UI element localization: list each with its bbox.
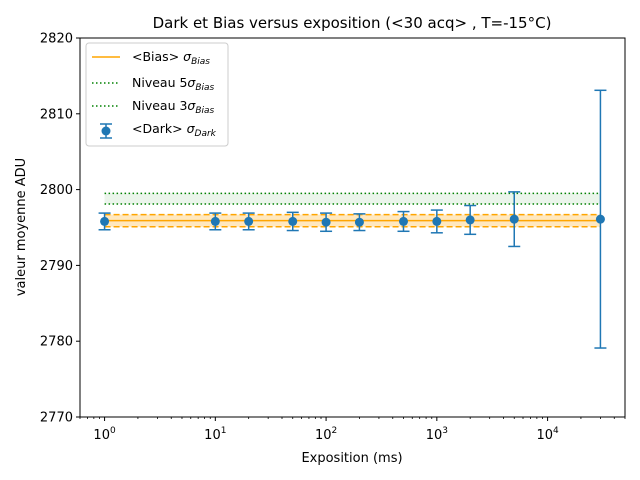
y-axis-ticks: 2770 2780 2790 2800 2810 2820 (40, 32, 80, 426)
dark-marker-9 (509, 214, 519, 224)
legend-dark-swatch (100, 123, 112, 139)
legend-3sigma-text: Niveau 3 (132, 98, 187, 113)
legend-dark-subscript: Dark (195, 129, 217, 139)
dark-marker-6 (398, 216, 408, 226)
dark-marker-4 (321, 217, 331, 227)
legend: <Bias> σBias Niveau 5σBias Niveau 3σBias… (85, 42, 229, 147)
y-tick-label-3: 2800 (40, 183, 73, 198)
legend-frame (85, 42, 229, 147)
dark-series (98, 89, 607, 349)
axes-frame (79, 37, 626, 418)
legend-5sigma-text: Niveau 5 (132, 75, 187, 90)
y-tick-label-2: 2790 (40, 259, 73, 274)
x-axis-label: Exposition (ms) (301, 451, 402, 466)
x-tick-label-0: 100 (93, 426, 116, 443)
dark-marker-10 (595, 214, 605, 224)
dark-marker-2 (244, 216, 254, 226)
legend-dark-label: <Dark> σDark (132, 121, 217, 139)
dark-point-10 (594, 89, 607, 349)
x-tick-label-3: 103 (426, 426, 448, 443)
y-axis-label: valeur moyenne ADU (14, 158, 29, 296)
legend-3sigma-subscript: Bias (195, 106, 214, 116)
plot-area (98, 89, 607, 349)
dark-marker-5 (354, 217, 364, 227)
dark-point-0 (98, 212, 111, 231)
legend-bias-subscript: Bias (191, 57, 210, 67)
legend-5sigma-subscript: Bias (195, 83, 214, 93)
dark-point-2 (242, 212, 255, 231)
legend-bias-label: <Bias> σBias (132, 49, 210, 67)
dark-marker-0 (100, 216, 110, 226)
dark-marker-1 (210, 216, 220, 226)
legend-dark-sigma: σ (187, 121, 196, 136)
dark-point-5 (353, 213, 366, 232)
dark-point-6 (397, 210, 410, 233)
legend-bias-sigma: σ (183, 49, 192, 64)
legend-5sigma-sigma: σ (187, 75, 196, 90)
y-tick-label-5: 2820 (40, 32, 73, 47)
dark-point-1 (209, 212, 222, 231)
dark-point-7 (430, 209, 443, 234)
x-tick-label-1: 101 (204, 426, 226, 443)
dark-marker-3 (288, 216, 298, 226)
legend-bias-text: <Bias> (132, 49, 183, 64)
legend-dark-text: <Dark> (132, 121, 187, 136)
dark-point-8 (464, 204, 477, 236)
chart-title: Dark et Bias versus exposition (<30 acq>… (153, 14, 552, 32)
x-tick-label-4: 104 (536, 426, 559, 443)
legend-5sigma-label: Niveau 5σBias (132, 75, 215, 93)
x-tick-label-2: 102 (315, 426, 337, 443)
dark-marker-8 (465, 215, 475, 225)
x-axis-ticks: 100 101 102 103 104 (79, 417, 626, 443)
y-tick-label-0: 2770 (40, 411, 73, 426)
niveau-sigma-band (104, 193, 601, 205)
dark-point-9 (508, 191, 521, 248)
legend-3sigma-sigma: σ (187, 98, 196, 113)
dark-point-3 (286, 211, 299, 232)
y-tick-label-1: 2780 (40, 335, 73, 350)
legend-3sigma-label: Niveau 3σBias (132, 98, 215, 116)
dark-marker-7 (432, 216, 442, 226)
y-tick-label-4: 2810 (40, 107, 73, 122)
dark-point-4 (320, 212, 333, 233)
